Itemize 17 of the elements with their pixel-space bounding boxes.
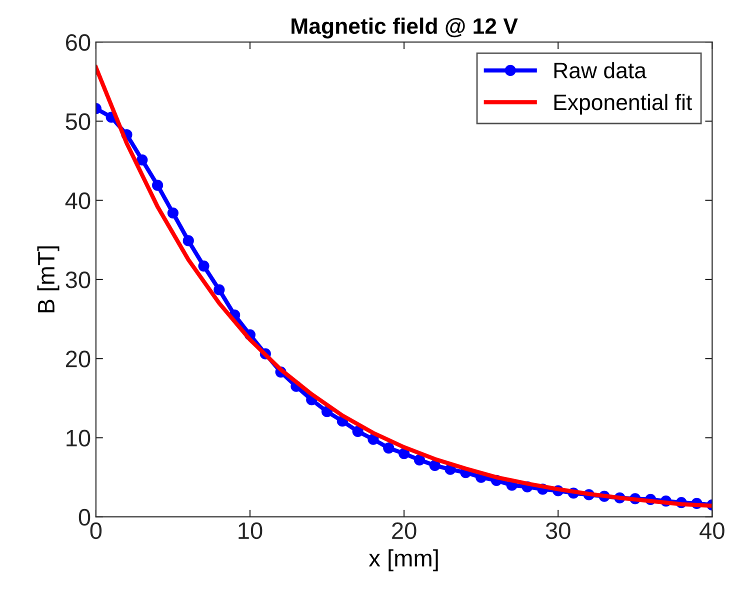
x-tick-label: 0 [90, 522, 102, 540]
x-axis-title: x [mm] [368, 549, 438, 572]
y-tick-label: 40 [65, 192, 90, 210]
y-tick-label: 10 [66, 430, 90, 447]
y-tick-label: 60 [66, 34, 90, 51]
y-tick-label: 20 [66, 350, 90, 368]
x-tick-label: 40 [700, 522, 724, 540]
x-tick-label: 30 [546, 522, 570, 540]
legend-label: Exponential fit [554, 94, 692, 115]
x-tick-label: 20 [392, 522, 416, 540]
y-axis-title: B [mT] [37, 246, 60, 312]
y-tick-label: 30 [66, 272, 90, 288]
y-tick-label: 50 [66, 113, 90, 130]
legend-label: Raw data [554, 62, 646, 78]
chart-title: Magnetic field @ 12 V [292, 18, 518, 38]
x-tick-label: 10 [238, 522, 262, 540]
y-tick-label: 0 [78, 508, 90, 526]
